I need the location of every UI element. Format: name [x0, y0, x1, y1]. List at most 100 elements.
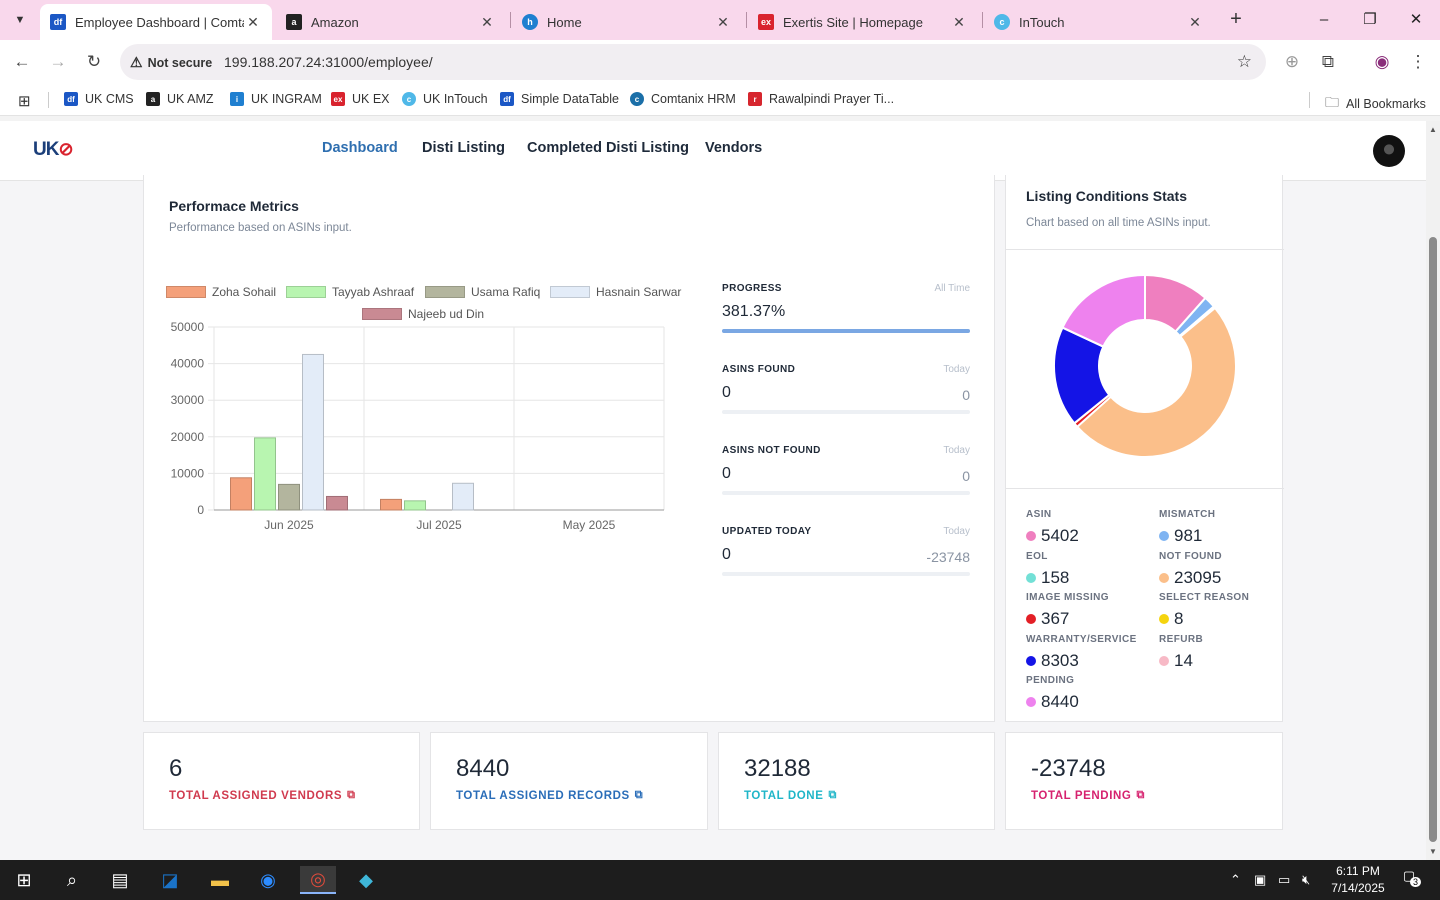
- bar-hasnain-sarwar-0[interactable]: [302, 353, 324, 511]
- windows-taskbar: ⊞ ⌕ ▤ ◪ ▬ ◉ ◎ ◆ ⌃ ▣ ▭ 🔇︎ 6:11 PM 7/14/20…: [0, 860, 1440, 900]
- network-icon[interactable]: ▭: [1278, 872, 1291, 887]
- total-link[interactable]: TOTAL ASSIGNED VENDORS ⧉: [169, 789, 356, 802]
- legend-item-usama[interactable]: Usama Rafiq: [425, 285, 540, 299]
- close-icon[interactable]: ✕: [717, 13, 729, 30]
- tray-app-icon[interactable]: ▣: [1254, 872, 1267, 887]
- legend-item-tayyab[interactable]: Tayyab Ashraaf: [286, 285, 414, 299]
- bookmark-uk-ingram[interactable]: i UK INGRAM: [230, 92, 322, 106]
- url-text[interactable]: 199.188.207.24:31000/employee/: [224, 54, 433, 70]
- total-link[interactable]: TOTAL ASSIGNED RECORDS ⧉: [456, 789, 643, 802]
- total-link[interactable]: TOTAL DONE ⧉: [744, 789, 837, 802]
- page-scrollbar[interactable]: ▲ ▼: [1426, 121, 1440, 860]
- bar-tayyab-ashraaf-0[interactable]: [254, 437, 276, 511]
- bookmark-uk-cms[interactable]: df UK CMS: [64, 92, 134, 106]
- close-icon[interactable]: ✕: [953, 13, 965, 30]
- tray-chevron-up-icon[interactable]: ⌃: [1230, 872, 1241, 887]
- chrome-icon[interactable]: ◎: [300, 866, 336, 894]
- minimize-icon[interactable]: –: [1319, 11, 1329, 28]
- tab-exertis[interactable]: ex Exertis Site | Homepage ✕: [748, 4, 978, 40]
- close-icon[interactable]: ✕: [247, 13, 259, 30]
- volume-muted-icon[interactable]: 🔇︎: [1302, 872, 1311, 887]
- reload-icon[interactable]: ↻: [86, 52, 102, 71]
- comtanix-favicon-icon: c: [630, 92, 644, 106]
- condition-item-not-found: NOT FOUND 23095: [1159, 551, 1289, 588]
- tab-home[interactable]: h Home ✕: [512, 4, 742, 40]
- tab-employee-dashboard[interactable]: df Employee Dashboard | Comtan ✕: [40, 4, 272, 40]
- bookmark-comtanix-hrm[interactable]: c Comtanix HRM: [630, 92, 736, 106]
- bookmark-rawalpindi-prayer[interactable]: r Rawalpindi Prayer Ti...: [748, 92, 894, 106]
- bar-zoha-sohail-1[interactable]: [380, 498, 402, 511]
- total-label: TOTAL PENDING: [1031, 789, 1132, 802]
- intouch-favicon-icon: c: [994, 14, 1010, 30]
- condition-number: 8303: [1041, 650, 1079, 670]
- profile-icon[interactable]: ◉: [1374, 52, 1390, 71]
- donut-slice-not-found[interactable]: [1075, 306, 1237, 458]
- nav-vendors[interactable]: Vendors: [705, 140, 763, 156]
- bar-najeeb-ud-din-0[interactable]: [326, 495, 348, 511]
- bookmark-label: UK AMZ: [167, 92, 214, 106]
- legend-item-najeeb[interactable]: Najeeb ud Din: [362, 307, 484, 321]
- legend-label: Najeeb ud Din: [408, 307, 485, 321]
- bar-hasnain-sarwar-1[interactable]: [452, 482, 474, 511]
- tab-search-chevron-icon[interactable]: ▼: [14, 14, 26, 26]
- task-view-icon[interactable]: ▤: [111, 869, 129, 890]
- file-explorer-icon[interactable]: ▬: [211, 869, 229, 890]
- address-bar[interactable]: ⚠ Not secure 199.188.207.24:31000/employ…: [120, 44, 1266, 80]
- all-bookmarks[interactable]: 🗀 All Bookmarks: [1325, 92, 1426, 116]
- zoom-icon[interactable]: ◉: [260, 869, 276, 890]
- total-label: TOTAL DONE: [744, 789, 824, 802]
- bookmark-uk-intouch[interactable]: c UK InTouch: [402, 92, 488, 106]
- bar-zoha-sohail-0[interactable]: [230, 477, 252, 511]
- tab-amazon[interactable]: a Amazon ✕: [276, 4, 506, 40]
- translate-globe-icon[interactable]: ⊕: [1284, 52, 1300, 71]
- legend-item-hasnain[interactable]: Hasnain Sarwar: [550, 285, 681, 299]
- back-arrow-icon[interactable]: ←: [13, 52, 31, 71]
- apps-grid-icon[interactable]: ⊞: [18, 93, 31, 110]
- windows-start-icon[interactable]: ⊞: [16, 869, 32, 890]
- nav-dashboard[interactable]: Dashboard: [322, 140, 398, 156]
- outlook-icon[interactable]: ◪: [161, 869, 179, 890]
- divider: [1006, 488, 1284, 489]
- extensions-puzzle-icon[interactable]: ⧉: [1321, 52, 1335, 71]
- forward-arrow-icon[interactable]: →: [49, 52, 67, 71]
- donut-slice-pending[interactable]: [1061, 274, 1146, 348]
- bookmark-simple-datatable[interactable]: df Simple DataTable: [500, 92, 619, 106]
- tab-intouch[interactable]: c InTouch ✕: [984, 4, 1214, 40]
- app-diamond-icon[interactable]: ◆: [359, 869, 373, 890]
- df-favicon-icon: df: [500, 92, 514, 106]
- company-logo[interactable]: UK⊘: [33, 139, 74, 161]
- nav-completed-disti-listing[interactable]: Completed Disti Listing: [527, 140, 689, 156]
- intouch-favicon-icon: c: [402, 92, 416, 106]
- legend-item-zoha[interactable]: Zoha Sohail: [166, 285, 276, 299]
- scroll-down-arrow-icon[interactable]: ▼: [1429, 847, 1437, 856]
- taskbar-clock[interactable]: 6:11 PM 7/14/2025: [1322, 863, 1394, 897]
- bookmark-uk-amz[interactable]: a UK AMZ: [146, 92, 214, 106]
- user-avatar[interactable]: [1373, 135, 1405, 167]
- nav-disti-listing[interactable]: Disti Listing: [422, 140, 505, 156]
- site-security-chip[interactable]: ⚠ Not secure: [130, 54, 212, 71]
- bar-tayyab-ashraaf-1[interactable]: [404, 500, 426, 511]
- bookmark-star-icon[interactable]: ☆: [1236, 52, 1252, 71]
- menu-kebab-icon[interactable]: ⋮: [1409, 52, 1427, 71]
- total-pending-card[interactable]: -23748 TOTAL PENDING ⧉: [1005, 732, 1283, 830]
- close-icon[interactable]: ✕: [481, 13, 493, 30]
- total-assigned-records-card[interactable]: 8440 TOTAL ASSIGNED RECORDS ⧉: [430, 732, 708, 830]
- window-close-icon[interactable]: ✕: [1409, 11, 1423, 28]
- close-icon[interactable]: ✕: [1189, 13, 1201, 30]
- notifications-icon[interactable]: ▢ 3: [1398, 868, 1422, 890]
- condition-color-dot-icon: [1159, 572, 1169, 583]
- legend-swatch: [425, 286, 465, 298]
- new-tab-plus-icon[interactable]: +: [1230, 8, 1242, 30]
- logo-ring-icon: ⊘: [58, 139, 73, 159]
- search-icon[interactable]: ⌕: [66, 869, 78, 890]
- scroll-up-arrow-icon[interactable]: ▲: [1429, 125, 1437, 134]
- total-assigned-vendors-card[interactable]: 6 TOTAL ASSIGNED VENDORS ⧉: [143, 732, 420, 830]
- total-link[interactable]: TOTAL PENDING ⧉: [1031, 789, 1145, 802]
- total-done-card[interactable]: 32188 TOTAL DONE ⧉: [718, 732, 995, 830]
- condition-label: REFURB: [1159, 633, 1204, 645]
- bar-usama-rafiq-0[interactable]: [278, 483, 300, 511]
- condition-color-dot-icon: [1026, 614, 1036, 624]
- bookmark-uk-ex[interactable]: ex UK EX: [331, 92, 390, 106]
- scroll-thumb[interactable]: [1429, 237, 1437, 842]
- restore-icon[interactable]: ❐: [1363, 11, 1377, 28]
